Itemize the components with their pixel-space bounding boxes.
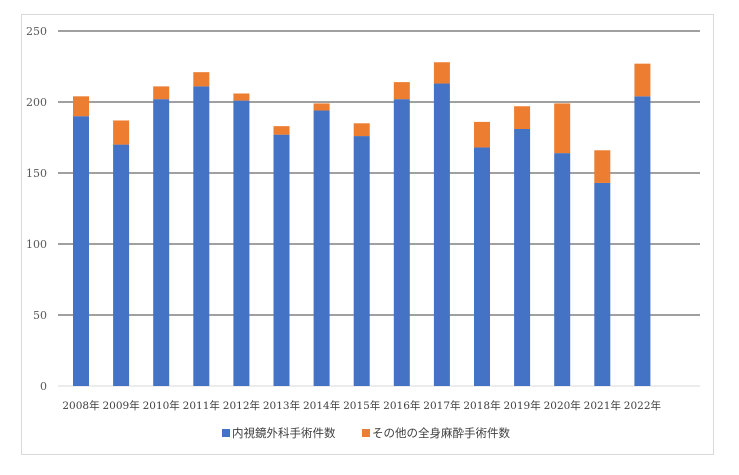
x-tick-label: 2022年 [624, 399, 661, 412]
bar-endoscopic-2018年 [474, 147, 490, 386]
y-axis-tick-labels: 0 50 100 150 200 250 [26, 25, 47, 393]
x-tick-label: 2012年 [223, 399, 260, 412]
bar-endoscopic-2012年 [233, 100, 250, 386]
x-tick-label: 2020年 [544, 399, 581, 412]
bar-other-2015年 [353, 123, 370, 137]
x-tick-label: 2011年 [183, 399, 220, 412]
bar-endoscopic-2011年 [193, 86, 210, 386]
y-tick-label: 150 [26, 167, 47, 180]
bar-other-2022年 [634, 63, 651, 97]
x-tick-label: 2013年 [263, 399, 300, 412]
bar-other-2020年 [554, 103, 571, 154]
bar-endoscopic-2022年 [634, 96, 651, 386]
bar-other-2012年 [233, 93, 250, 101]
bar-other-2011年 [193, 72, 210, 87]
bar-endoscopic-2021年 [594, 182, 611, 386]
y-tick-label: 50 [33, 309, 47, 322]
legend-label-1: 内視鏡外科手術件数 [232, 426, 336, 440]
bar-endoscopic-2019年 [514, 128, 531, 387]
bars [73, 62, 651, 387]
y-tick-label: 250 [26, 25, 47, 38]
bar-other-2010年 [153, 86, 170, 100]
bar-other-2021年 [594, 150, 611, 183]
x-tick-label: 2008年 [62, 399, 99, 412]
legend: 内視鏡外科手術件数 その他の全身麻酔手術件数 [222, 426, 510, 440]
bar-other-2019年 [514, 106, 531, 129]
x-tick-label: 2019年 [503, 399, 540, 412]
bar-other-2017年 [433, 62, 450, 84]
x-tick-label: 2017年 [423, 399, 460, 412]
bar-endoscopic-2009年 [113, 144, 130, 386]
legend-swatch-1 [222, 429, 230, 437]
y-tick-label: 0 [40, 380, 47, 393]
bar-other-2018年 [474, 121, 490, 148]
bar-other-2013年 [273, 126, 290, 135]
x-tick-label: 2018年 [463, 399, 500, 412]
x-tick-label: 2021年 [584, 399, 621, 412]
bar-other-2008年 [73, 96, 89, 117]
x-axis-tick-labels: 2008年 2009年 2010年 2011年 2012年 2013年 2014年 2015年… [62, 399, 661, 412]
bar-endoscopic-2008年 [73, 116, 89, 386]
bar-other-2009年 [113, 120, 130, 145]
x-tick-label: 2015年 [343, 399, 380, 412]
x-tick-label: 2010年 [143, 399, 180, 412]
bar-endoscopic-2017年 [433, 83, 450, 386]
bar-other-2016年 [393, 82, 410, 100]
bar-endoscopic-2013年 [273, 134, 290, 386]
legend-label-2: その他の全身麻酔手術件数 [372, 426, 510, 440]
legend-swatch-2 [362, 429, 370, 437]
y-tick-label: 100 [26, 238, 47, 251]
bar-endoscopic-2014年 [313, 110, 330, 387]
bar-other-2014年 [313, 103, 330, 111]
x-tick-label: 2009年 [102, 399, 139, 412]
x-tick-label: 2014年 [303, 399, 340, 412]
y-tick-label: 200 [26, 96, 47, 109]
bar-endoscopic-2020年 [554, 153, 571, 386]
x-tick-label: 2016年 [383, 399, 420, 412]
bar-endoscopic-2016年 [393, 99, 410, 386]
bar-endoscopic-2010年 [153, 99, 170, 386]
bar-endoscopic-2015年 [353, 136, 370, 386]
